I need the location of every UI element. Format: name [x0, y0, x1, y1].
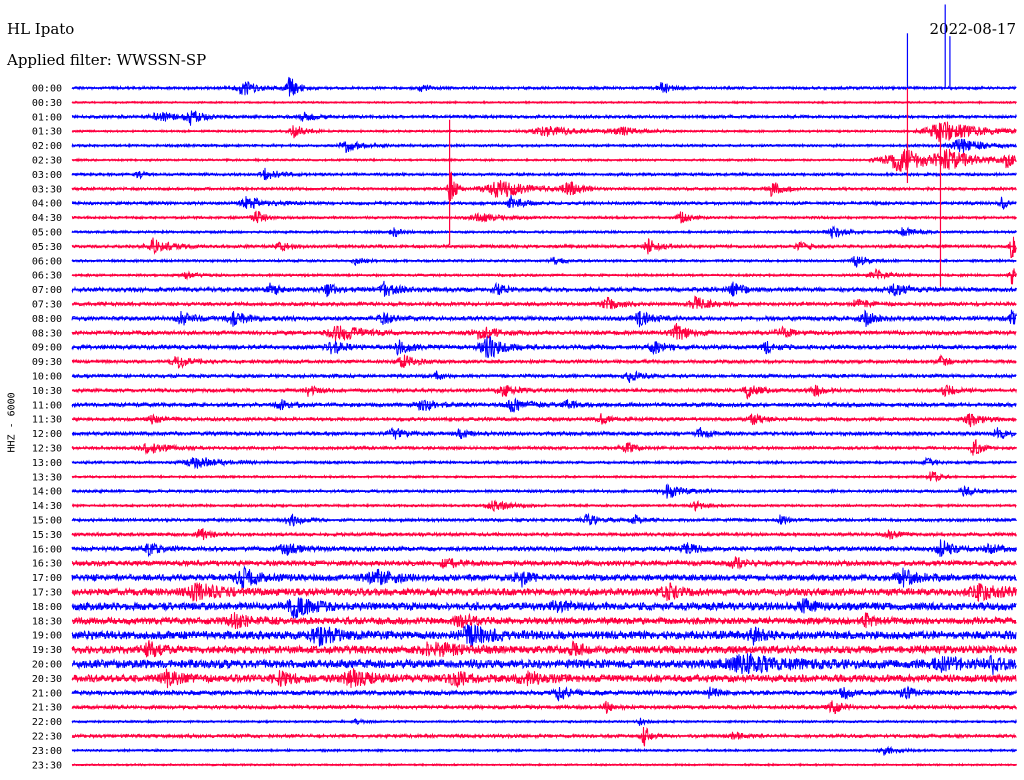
row-label-0600: 06:00 [32, 256, 62, 267]
row-label-0000: 00:00 [32, 84, 62, 95]
row-label-0300: 03:00 [32, 170, 62, 181]
row-label-1530: 15:30 [32, 530, 62, 541]
trace-0000 [71, 76, 1017, 97]
trace-0600 [71, 256, 1017, 268]
row-label-0930: 09:30 [32, 357, 62, 368]
row-label-1430: 14:30 [32, 501, 62, 512]
filter-label: Applied filter: WWSSN-SP [7, 51, 207, 69]
row-label-1600: 16:00 [32, 544, 62, 555]
row-label-0130: 01:30 [32, 127, 62, 138]
trace-2300 [71, 745, 1017, 756]
trace-0100 [71, 110, 1017, 126]
row-label-0900: 09:00 [32, 343, 62, 354]
row-label-2330: 23:30 [32, 760, 62, 771]
trace-1130 [71, 413, 1017, 428]
row-label-1330: 13:30 [32, 472, 62, 483]
row-label-0430: 04:30 [32, 213, 62, 224]
row-label-2130: 21:30 [32, 703, 62, 714]
row-label-2100: 21:00 [32, 688, 62, 699]
row-label-0500: 05:00 [32, 228, 62, 239]
row-label-1800: 18:00 [32, 602, 62, 613]
row-label-0330: 03:30 [32, 184, 62, 195]
row-label-2000: 20:00 [32, 660, 62, 671]
trace-1030 [71, 384, 1017, 400]
row-label-1700: 17:00 [32, 573, 62, 584]
row-label-0800: 08:00 [32, 314, 62, 325]
row-label-1630: 16:30 [32, 559, 62, 570]
row-label-1100: 11:00 [32, 400, 62, 411]
trace-1800 [71, 597, 1017, 619]
trace-1100 [71, 397, 1017, 413]
row-label-1200: 12:00 [32, 429, 62, 440]
row-label-0700: 07:00 [32, 285, 62, 296]
trace-1930 [71, 640, 1017, 658]
row-label-2230: 22:30 [32, 732, 62, 743]
row-label-1400: 14:00 [32, 487, 62, 498]
trace-0630 [71, 267, 1017, 285]
row-label-1900: 19:00 [32, 631, 62, 642]
trace-1700 [71, 565, 1017, 589]
row-label-0830: 08:30 [32, 328, 62, 339]
row-label-0630: 06:30 [32, 271, 62, 282]
trace-1730 [71, 582, 1017, 603]
row-label-1130: 11:30 [32, 415, 62, 426]
row-label-1930: 19:30 [32, 645, 62, 656]
row-label-2030: 20:30 [32, 674, 62, 685]
trace-0730 [71, 295, 1017, 310]
row-label-0200: 02:00 [32, 141, 62, 152]
trace-0330 [71, 171, 1017, 202]
row-label-2300: 23:00 [32, 746, 62, 757]
trace-0900 [71, 336, 1017, 359]
date-label: 2022-08-17 [929, 20, 1016, 38]
row-label-1500: 15:00 [32, 516, 62, 527]
trace-0400 [71, 195, 1017, 211]
row-label-1830: 18:30 [32, 616, 62, 627]
row-label-0530: 05:30 [32, 242, 62, 253]
trace-2100 [71, 685, 1017, 702]
row-label-2200: 22:00 [32, 717, 62, 728]
row-label-0100: 01:00 [32, 112, 62, 123]
row-label-1030: 10:30 [32, 386, 62, 397]
row-label-0730: 07:30 [32, 300, 62, 311]
trace-0500 [71, 225, 1017, 239]
row-label-0400: 04:00 [32, 199, 62, 210]
trace-2000 [71, 653, 1017, 675]
row-label-0030: 00:30 [32, 98, 62, 109]
row-label-1000: 10:00 [32, 372, 62, 383]
station-title: HL Ipato [7, 20, 75, 38]
row-label-0230: 02:30 [32, 156, 62, 167]
row-label-1230: 12:30 [32, 444, 62, 455]
row-label-1730: 17:30 [32, 588, 62, 599]
row-label-1300: 13:00 [32, 458, 62, 469]
